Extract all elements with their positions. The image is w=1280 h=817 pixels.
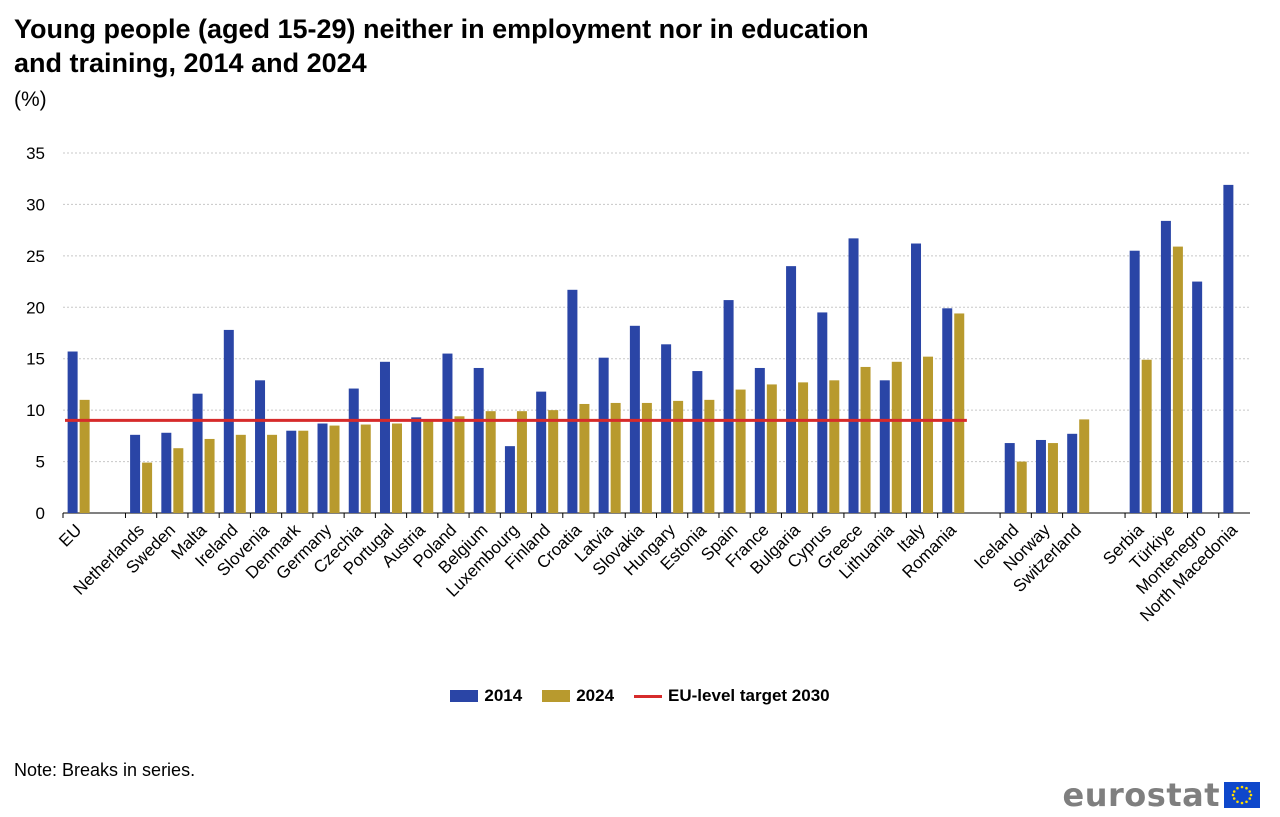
bar-2024 xyxy=(423,419,434,513)
bar-2014 xyxy=(161,432,172,513)
legend-item-2014: 2014 xyxy=(450,686,522,706)
legend-swatch-2024 xyxy=(542,690,571,702)
legend-label-target: EU-level target 2030 xyxy=(668,686,830,705)
bar-2024 xyxy=(360,424,371,513)
bar-2014 xyxy=(1129,250,1140,513)
bar-2024 xyxy=(798,382,809,513)
legend-label-2014: 2014 xyxy=(484,686,523,705)
bar-2014 xyxy=(942,308,953,513)
bar-2024 xyxy=(548,410,559,513)
bar-2024 xyxy=(891,361,902,513)
bar-2014 xyxy=(255,380,266,513)
bar-2014 xyxy=(317,423,328,513)
bar-2014 xyxy=(661,344,672,513)
bar-2024 xyxy=(1016,461,1027,513)
bar-2014 xyxy=(1160,220,1171,513)
bar-2014 xyxy=(692,371,703,513)
y-tick-label: 15 xyxy=(26,350,45,369)
bar-2024 xyxy=(267,434,278,513)
y-tick-label: 5 xyxy=(36,453,45,472)
bar-2024 xyxy=(704,399,715,513)
y-tick-label: 25 xyxy=(26,247,45,266)
bar-2024 xyxy=(454,416,465,513)
bar-2014 xyxy=(879,380,890,513)
bar-2014 xyxy=(130,434,141,513)
bar-2024 xyxy=(204,438,215,513)
bar-2014 xyxy=(911,243,922,513)
bar-2024 xyxy=(923,356,934,513)
bar-2014 xyxy=(504,446,515,513)
x-tick-label: EU xyxy=(55,520,85,550)
bar-2014 xyxy=(1223,184,1234,513)
legend-label-2024: 2024 xyxy=(576,686,615,705)
bar-2014 xyxy=(286,430,297,513)
legend-swatch-2014 xyxy=(450,690,479,702)
bar-2014 xyxy=(348,388,359,513)
note: Note: Breaks in series. xyxy=(14,760,196,780)
bar-2014 xyxy=(379,361,390,513)
bar-2024 xyxy=(673,400,684,513)
bar-2014 xyxy=(473,367,484,513)
bar-2024 xyxy=(829,380,840,513)
bar-2014 xyxy=(536,391,547,513)
legend-swatch-target xyxy=(634,694,663,698)
y-tick-label: 20 xyxy=(26,298,45,317)
bar-2024 xyxy=(735,389,746,513)
bar-2024 xyxy=(485,411,496,513)
bar-2024 xyxy=(1079,419,1090,513)
bar-2014 xyxy=(567,289,578,513)
logo-text: eurostat xyxy=(1062,776,1220,814)
bar-2014 xyxy=(1035,439,1046,513)
bar-2024 xyxy=(142,462,153,513)
bar-2014 xyxy=(848,238,859,513)
eu-flag-icon xyxy=(1224,782,1260,808)
bar-2014 xyxy=(754,367,765,513)
bar-2024 xyxy=(391,423,402,513)
bar-2024 xyxy=(329,425,340,513)
bar-2014 xyxy=(442,353,453,513)
y-tick-label: 30 xyxy=(26,195,45,214)
bar-2024 xyxy=(79,399,90,513)
bar-2024 xyxy=(860,366,871,513)
bar-2024 xyxy=(641,402,652,513)
bar-2024 xyxy=(173,448,184,513)
bar-2014 xyxy=(1004,443,1015,513)
chart-title: Young people (aged 15-29) neither in emp… xyxy=(14,14,869,78)
bar-2014 xyxy=(786,266,797,513)
bar-2014 xyxy=(817,312,828,513)
bar-2014 xyxy=(1067,433,1078,513)
unit-label: (%) xyxy=(14,88,47,111)
bar-2024 xyxy=(954,313,965,513)
bar-2014 xyxy=(411,417,422,513)
legend: 2014 2024 EU-level target 2030 xyxy=(0,686,1280,706)
bar-2014 xyxy=(192,393,203,513)
bar-2014 xyxy=(598,357,609,513)
bar-2014 xyxy=(67,351,78,513)
y-tick-label: 0 xyxy=(36,504,45,523)
bar-2024 xyxy=(766,384,777,513)
bar-2014 xyxy=(1192,281,1203,513)
bar-chart: 05101520253035EUNetherlandsSwedenMaltaIr… xyxy=(26,144,1250,625)
bar-2024 xyxy=(298,430,309,513)
legend-item-target: EU-level target 2030 xyxy=(634,686,830,706)
bar-2024 xyxy=(235,434,246,513)
bar-2024 xyxy=(610,402,621,513)
bar-2024 xyxy=(1172,246,1183,513)
bar-2024 xyxy=(579,403,590,513)
bar-2014 xyxy=(723,300,734,513)
eurostat-logo: eurostat xyxy=(1063,776,1260,814)
y-tick-label: 35 xyxy=(26,144,45,163)
bar-2024 xyxy=(516,411,527,513)
y-tick-label: 10 xyxy=(26,401,45,420)
bar-2024 xyxy=(1141,359,1152,513)
legend-item-2024: 2024 xyxy=(542,686,614,706)
bar-2024 xyxy=(1047,443,1058,513)
